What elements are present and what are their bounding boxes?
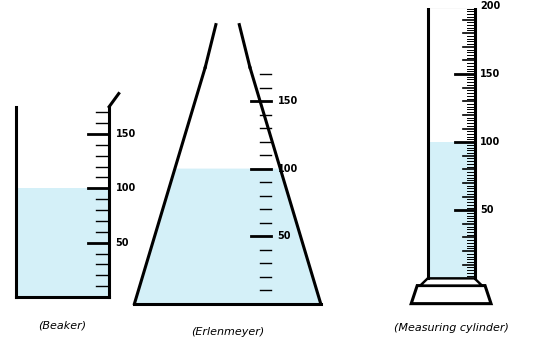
Polygon shape	[411, 286, 491, 304]
Text: 50: 50	[116, 238, 129, 248]
Text: 150: 150	[278, 96, 298, 106]
Text: 150: 150	[480, 69, 500, 79]
Text: 100: 100	[480, 137, 500, 147]
Text: 50: 50	[480, 205, 493, 215]
Text: 150: 150	[116, 129, 136, 139]
Polygon shape	[134, 169, 320, 304]
Text: (Measuring cylinder): (Measuring cylinder)	[394, 323, 509, 333]
Text: 50: 50	[278, 231, 291, 241]
Text: 100: 100	[116, 183, 136, 193]
Text: 200: 200	[480, 1, 500, 11]
Bar	[427, 142, 475, 278]
Text: 100: 100	[278, 164, 298, 174]
Text: (Erlenmeyer): (Erlenmeyer)	[191, 327, 264, 337]
Polygon shape	[421, 278, 482, 286]
Text: (Beaker): (Beaker)	[39, 320, 87, 330]
Bar	[16, 188, 109, 297]
